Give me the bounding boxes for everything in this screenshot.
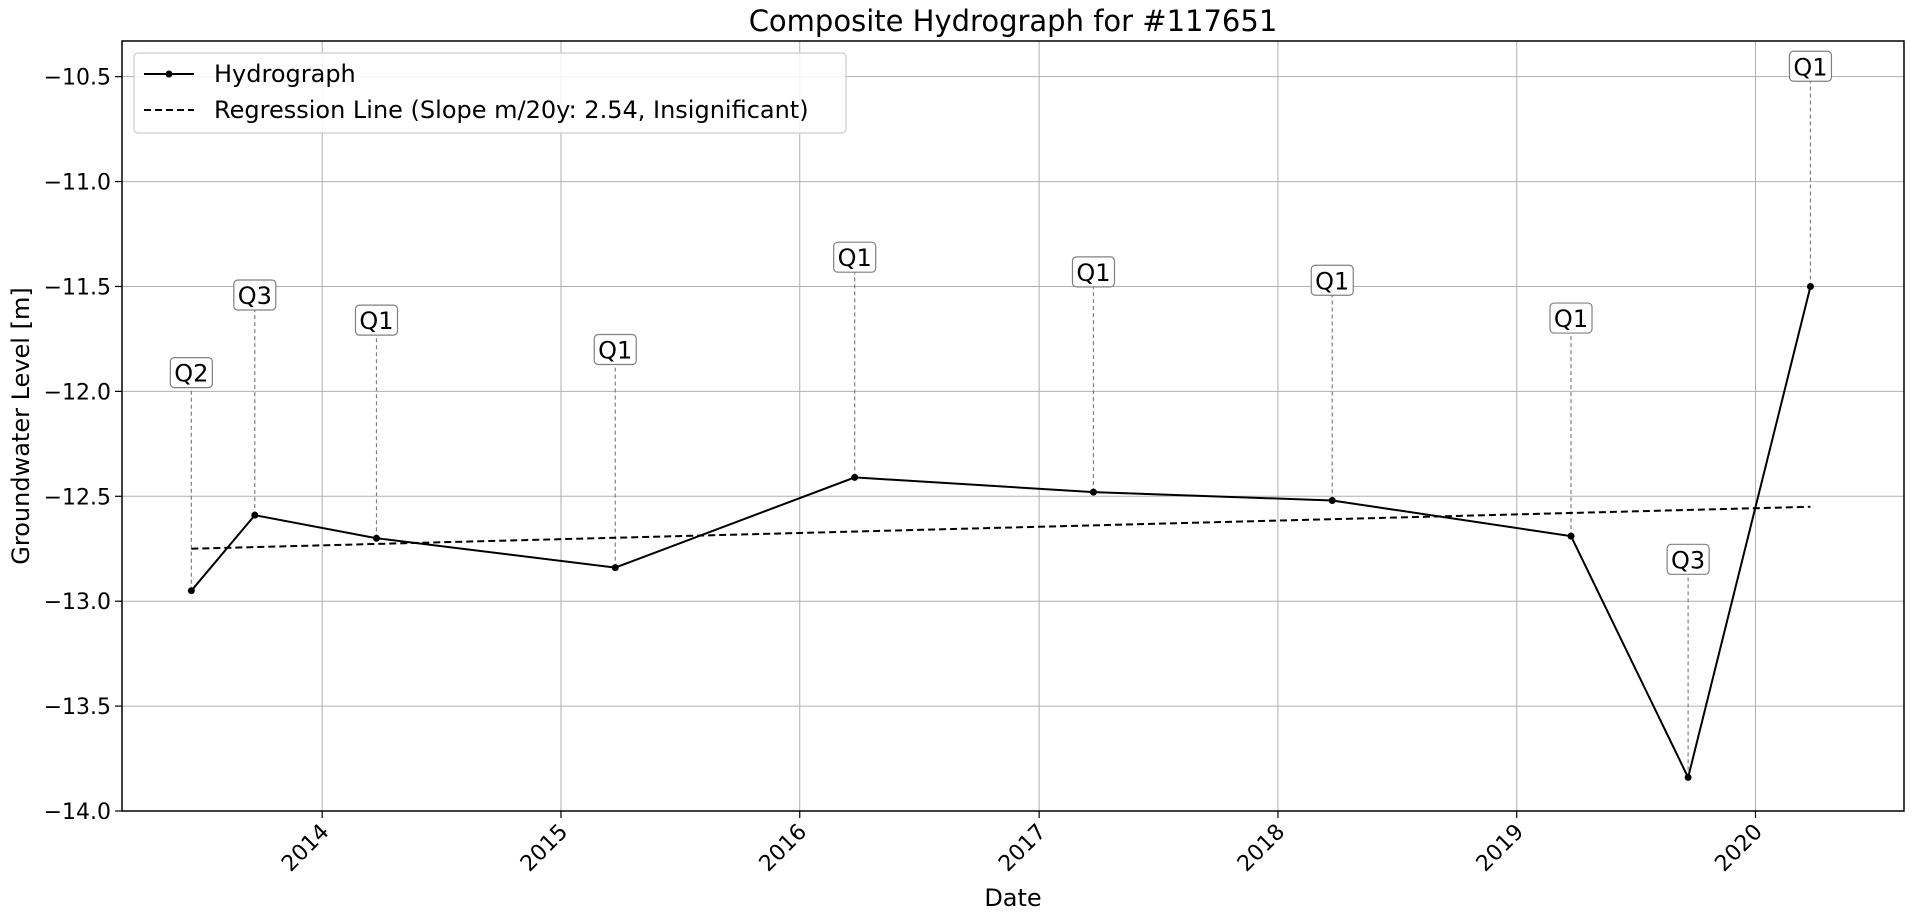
legend-regression-label: Regression Line (Slope m/20y: 2.54, Insi… — [214, 96, 809, 124]
quarter-label: Q1 — [833, 241, 877, 273]
x-tick-label: 2014 — [277, 820, 334, 877]
data-point — [1089, 488, 1097, 496]
legend-hydrograph-label: Hydrograph — [214, 60, 356, 88]
quarter-label-text: Q1 — [1315, 267, 1349, 295]
data-point — [1806, 282, 1814, 290]
data-point — [372, 534, 380, 542]
plot-frame — [121, 40, 1905, 812]
y-axis-title: Groundwater Level [m] — [7, 287, 35, 564]
data-point — [1567, 532, 1575, 540]
quarter-label: Q1 — [1788, 50, 1833, 82]
data-point — [611, 564, 619, 572]
quarter-label-text: Q1 — [1554, 305, 1588, 333]
x-tick-label: 2019 — [1472, 820, 1529, 877]
data-point — [1328, 496, 1336, 504]
legend-hydrograph-marker — [165, 70, 173, 78]
quarter-label-text: Q3 — [1671, 546, 1705, 574]
quarter-label-box — [169, 356, 213, 389]
quarter-label-box — [833, 241, 877, 273]
x-tick-label: 2020 — [1710, 820, 1767, 877]
legend: Hydrograph Regression Line (Slope m/20y:… — [133, 52, 847, 134]
quarter-label: Q3 — [1666, 543, 1710, 575]
data-points — [187, 282, 1814, 781]
x-axis-title: Date — [984, 884, 1041, 912]
quarter-label-box — [1788, 50, 1833, 82]
quarter-label-text: Q1 — [1076, 259, 1110, 287]
data-point — [1684, 773, 1692, 781]
data-point — [187, 587, 195, 595]
legend-box — [133, 52, 847, 134]
x-tick-label: 2015 — [516, 820, 573, 877]
regression-line — [191, 505, 1811, 550]
x-axis-ticks: 2014 2015 2016 2017 2018 2019 2020 — [277, 811, 1768, 877]
quarter-label-text: Q1 — [1793, 53, 1827, 81]
y-tick-label: −10.5 — [44, 66, 111, 91]
quarter-label: Q1 — [1310, 264, 1354, 296]
y-axis-ticks: −10.5 −11.0 −11.5 −12.0 −12.5 −13.0 −13.5 −14.0 — [44, 66, 122, 825]
quarter-label-box — [233, 279, 277, 311]
y-tick-label: −13.5 — [44, 695, 111, 720]
y-tick-label: −14.0 — [44, 800, 111, 825]
y-tick-label: −11.0 — [44, 171, 111, 196]
data-point — [851, 473, 859, 481]
quarter-label-box — [354, 304, 399, 336]
quarter-label: Q1 — [1549, 302, 1593, 334]
quarter-labels: Q2 Q3 Q1 Q1 Q1 Q1 Q1 Q1 Q3 Q1 — [169, 50, 1833, 575]
quarter-label-box — [593, 333, 637, 366]
series-lines — [190, 286, 1812, 781]
x-tick-label: 2018 — [1233, 820, 1290, 877]
quarter-label-box — [1549, 302, 1593, 334]
quarter-label: Q1 — [354, 304, 399, 336]
chart-title: Composite Hydrograph for #117651 — [749, 4, 1278, 38]
quarter-label-text: Q1 — [838, 244, 872, 272]
y-tick-label: −12.0 — [44, 380, 111, 405]
quarter-label: Q1 — [593, 333, 637, 366]
grid-lines — [122, 41, 1904, 812]
y-tick-label: −13.0 — [44, 590, 111, 615]
quarter-label-text: Q2 — [174, 360, 208, 388]
x-tick-label: 2016 — [755, 820, 812, 877]
y-tick-label: −12.5 — [44, 485, 111, 510]
hydrograph-line — [190, 286, 1812, 781]
quarter-label: Q1 — [1071, 256, 1116, 288]
annotation-stems — [190, 68, 1812, 778]
quarter-label-text: Q1 — [598, 337, 632, 365]
quarter-label-box — [1310, 264, 1354, 296]
quarter-label-text: Q3 — [238, 282, 272, 310]
y-tick-label: −11.5 — [44, 275, 111, 300]
quarter-label-box — [1666, 543, 1710, 575]
x-tick-label: 2017 — [994, 820, 1051, 877]
quarter-label: Q3 — [233, 279, 277, 311]
quarter-label-text: Q1 — [359, 307, 393, 335]
quarter-label-box — [1071, 256, 1116, 288]
quarter-label: Q2 — [169, 356, 213, 389]
data-point — [251, 511, 259, 519]
